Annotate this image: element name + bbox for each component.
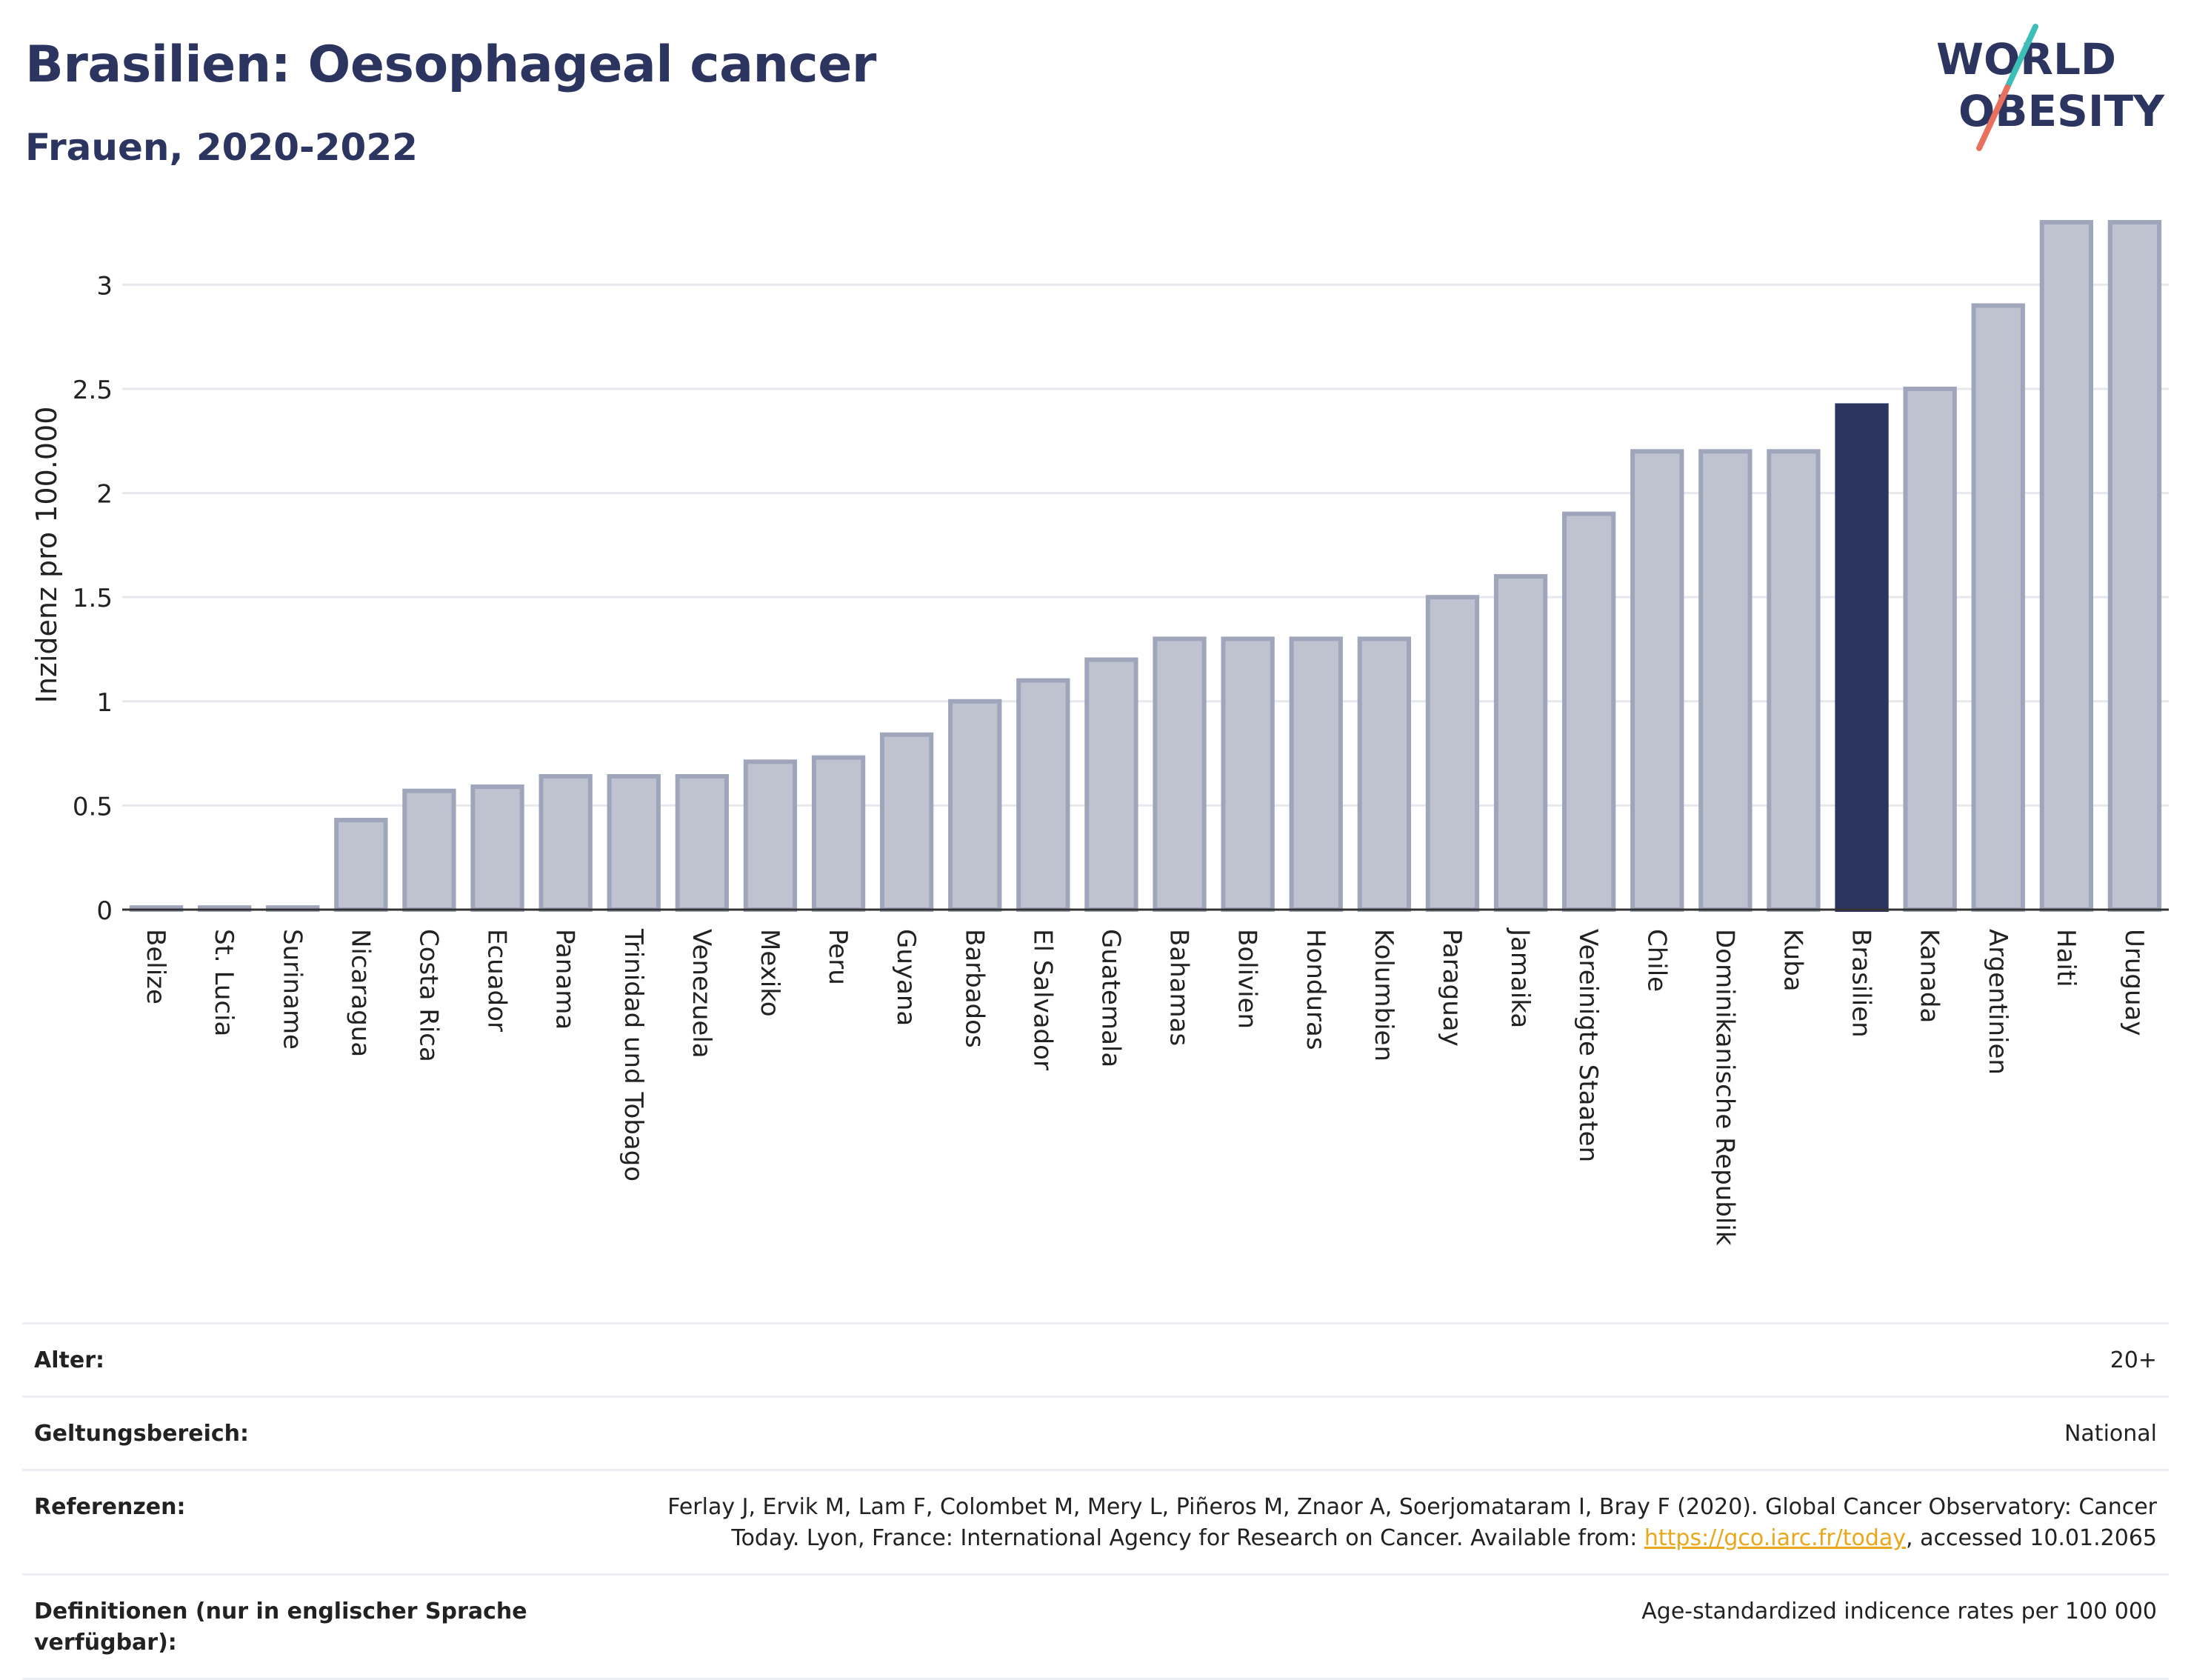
bar	[1084, 657, 1138, 913]
bar	[1698, 449, 1753, 912]
x-tick-label: El Salvador	[1027, 929, 1057, 1070]
bar	[1493, 574, 1548, 912]
info-table: Alter: 20+ Geltungsbereich: National Ref…	[22, 1322, 2169, 1680]
y-tick-label: 1	[96, 688, 113, 718]
reference-text-pre: Today. Lyon, France: International Agenc…	[731, 1525, 1644, 1551]
x-tick-label: Brasilien	[1847, 929, 1876, 1038]
bar	[1767, 449, 1821, 912]
bar	[743, 759, 798, 912]
y-tick-label: 2.5	[73, 376, 113, 405]
world-obesity-logo: WORLD OBESITY	[1936, 24, 2165, 151]
bar	[811, 755, 866, 912]
y-tick-label: 2	[96, 480, 113, 510]
info-row-scope: Geltungsbereich: National	[22, 1396, 2169, 1469]
bar	[1016, 678, 1070, 913]
reference-link[interactable]: https://gco.iarc.fr/today	[1644, 1525, 1907, 1551]
bar	[2107, 220, 2162, 912]
x-tick-label: Trinidad und Tobago	[618, 928, 648, 1181]
logo-slash-top	[2004, 24, 2038, 90]
info-value-references: Ferlay J, Ervik M, Lam F, Colombet M, Me…	[667, 1492, 2157, 1554]
bar	[2039, 220, 2094, 912]
x-tick-label: Nicaragua	[345, 929, 375, 1057]
bars	[129, 220, 2162, 913]
x-tick-label: Kolumbien	[1369, 929, 1398, 1061]
reference-text-post: , accessed 10.01.2065	[1906, 1525, 2157, 1551]
info-label-references: Referenzen:	[34, 1494, 186, 1520]
x-tick-label: Haiti	[2051, 929, 2081, 987]
x-axis-labels: Belize St. Lucia Suriname Nicaragua Costa Ri…	[141, 927, 2149, 1246]
info-label-age: Alter:	[34, 1347, 104, 1373]
x-tick-label: Argentinien	[1983, 929, 2012, 1075]
bar	[1153, 636, 1207, 912]
bar	[607, 774, 661, 913]
x-tick-label: Venezuela	[687, 929, 716, 1059]
bar	[948, 699, 1002, 913]
info-row-age: Alter: 20+	[22, 1322, 2169, 1396]
x-tick-label: Jamaika	[1505, 927, 1535, 1028]
x-tick-label: Uruguay	[2119, 929, 2149, 1036]
y-tick-label: 0	[96, 896, 113, 926]
info-row-definitions: Definitionen (nur in englischer Sprache …	[22, 1573, 2169, 1680]
info-label-scope: Geltungsbereich:	[34, 1421, 250, 1447]
bar	[1357, 636, 1412, 912]
x-tick-label: Costa Rica	[413, 929, 443, 1062]
y-axis-title: Inzidenz pro 100.000	[30, 407, 63, 704]
bar	[675, 774, 730, 913]
info-label-definitions: Definitionen (nur in englischer Sprache …	[34, 1599, 527, 1656]
grid-lines	[122, 283, 2169, 807]
x-tick-label: St. Lucia	[209, 929, 239, 1036]
bar	[1835, 403, 1889, 912]
bar	[879, 732, 934, 912]
x-tick-label: Mexiko	[755, 929, 784, 1017]
x-tick-label: Barbados	[959, 929, 989, 1048]
x-tick-label: Guyana	[891, 929, 921, 1026]
bar	[1289, 636, 1343, 912]
y-tick-label: 3	[96, 271, 113, 301]
x-tick-label: Dominikanische Republik	[1710, 929, 1739, 1246]
bar	[1971, 303, 2025, 912]
y-axis-ticks: 0 0.5 1 1.5 2 2.5 3	[73, 271, 113, 926]
bar	[1630, 449, 1684, 912]
x-tick-label: Suriname	[277, 929, 307, 1050]
x-tick-label: Bolivien	[1233, 929, 1262, 1029]
logo-slash-bottom	[1976, 84, 2010, 151]
page-title: Brasilien: Oesophageal cancer	[25, 36, 876, 94]
x-tick-label: Paraguay	[1437, 929, 1467, 1047]
info-value-age: 20+	[2110, 1347, 2157, 1373]
bar	[470, 784, 524, 912]
bar	[1561, 511, 1616, 912]
x-tick-label: Peru	[823, 929, 853, 985]
x-tick-label: Kanada	[1915, 929, 1944, 1023]
x-tick-label: Bahamas	[1164, 929, 1194, 1046]
y-tick-label: 0.5	[73, 792, 113, 821]
x-tick-label: Honduras	[1301, 929, 1330, 1050]
y-tick-label: 1.5	[73, 584, 113, 613]
bar	[538, 774, 593, 913]
bar	[1425, 595, 1480, 912]
info-value-definitions: Age-standardized indicence rates per 100…	[1641, 1599, 2157, 1624]
bar	[1903, 386, 1957, 912]
bar	[334, 818, 388, 912]
page-subtitle: Frauen, 2020-2022	[25, 126, 418, 169]
x-tick-label: Ecuador	[482, 929, 512, 1032]
bar	[402, 788, 456, 913]
x-tick-label: Kuba	[1778, 929, 1807, 992]
x-tick-label: Panama	[550, 929, 580, 1030]
x-tick-label: Belize	[141, 929, 170, 1004]
x-tick-label: Chile	[1641, 929, 1671, 992]
bar	[1221, 636, 1275, 912]
info-row-references: Referenzen: Ferlay J, Ervik M, Lam F, Co…	[22, 1469, 2169, 1573]
bar-chart: 0 0.5 1 1.5 2 2.5 3 Belize St. Lucia Suriname Nic…	[30, 220, 2169, 1246]
logo-text-line2: OBESITY	[1958, 86, 2165, 136]
reference-line-2: Today. Lyon, France: International Agenc…	[667, 1523, 2157, 1554]
x-tick-label: Vereinigte Staaten	[1573, 929, 1603, 1162]
x-tick-label: Guatemala	[1096, 929, 1125, 1067]
info-value-scope: National	[2064, 1421, 2157, 1447]
reference-line-1: Ferlay J, Ervik M, Lam F, Colombet M, Me…	[667, 1494, 2157, 1520]
